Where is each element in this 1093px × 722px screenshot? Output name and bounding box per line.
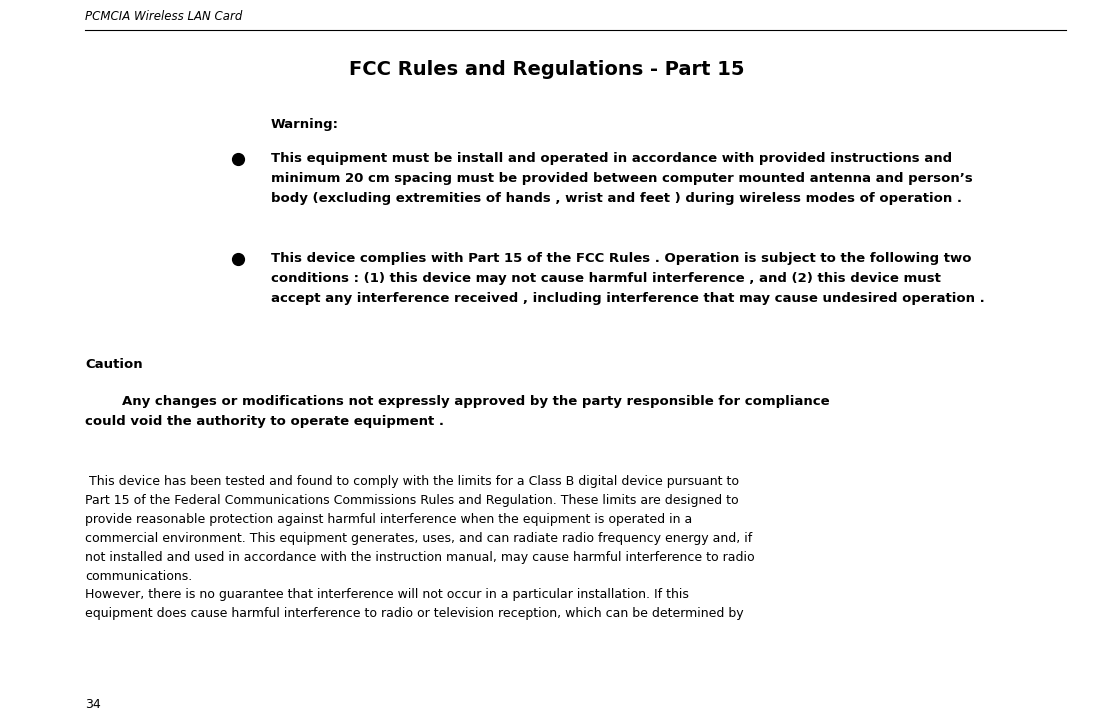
Text: Caution: Caution: [85, 358, 143, 371]
Text: This device complies with Part 15 of the FCC Rules . Operation is subject to the: This device complies with Part 15 of the…: [271, 252, 972, 265]
Text: Any changes or modifications not expressly approved by the party responsible for: Any changes or modifications not express…: [85, 395, 830, 408]
Text: not installed and used in accordance with the instruction manual, may cause harm: not installed and used in accordance wit…: [85, 551, 755, 564]
Text: equipment does cause harmful interference to radio or television reception, whic: equipment does cause harmful interferenc…: [85, 607, 744, 620]
Text: provide reasonable protection against harmful interference when the equipment is: provide reasonable protection against ha…: [85, 513, 693, 526]
Text: 34: 34: [85, 698, 101, 711]
Text: communications.: communications.: [85, 570, 192, 583]
Text: conditions : (1) this device may not cause harmful interference , and (2) this d: conditions : (1) this device may not cau…: [271, 272, 941, 285]
Text: Part 15 of the Federal Communications Commissions Rules and Regulation. These li: Part 15 of the Federal Communications Co…: [85, 494, 739, 507]
Text: Warning:: Warning:: [271, 118, 339, 131]
Text: However, there is no guarantee that interference will not occur in a particular : However, there is no guarantee that inte…: [85, 588, 689, 601]
Text: commercial environment. This equipment generates, uses, and can radiate radio fr: commercial environment. This equipment g…: [85, 532, 752, 545]
Text: accept any interference received , including interference that may cause undesir: accept any interference received , inclu…: [271, 292, 985, 305]
Text: FCC Rules and Regulations - Part 15: FCC Rules and Regulations - Part 15: [349, 60, 744, 79]
Text: could void the authority to operate equipment .: could void the authority to operate equi…: [85, 415, 444, 428]
Text: This device has been tested and found to comply with the limits for a Class B di: This device has been tested and found to…: [85, 475, 739, 488]
Text: minimum 20 cm spacing must be provided between computer mounted antenna and pers: minimum 20 cm spacing must be provided b…: [271, 172, 973, 185]
Text: body (excluding extremities of hands , wrist and feet ) during wireless modes of: body (excluding extremities of hands , w…: [271, 192, 962, 205]
Text: This equipment must be install and operated in accordance with provided instruct: This equipment must be install and opera…: [271, 152, 952, 165]
Text: PCMCIA Wireless LAN Card: PCMCIA Wireless LAN Card: [85, 10, 243, 23]
